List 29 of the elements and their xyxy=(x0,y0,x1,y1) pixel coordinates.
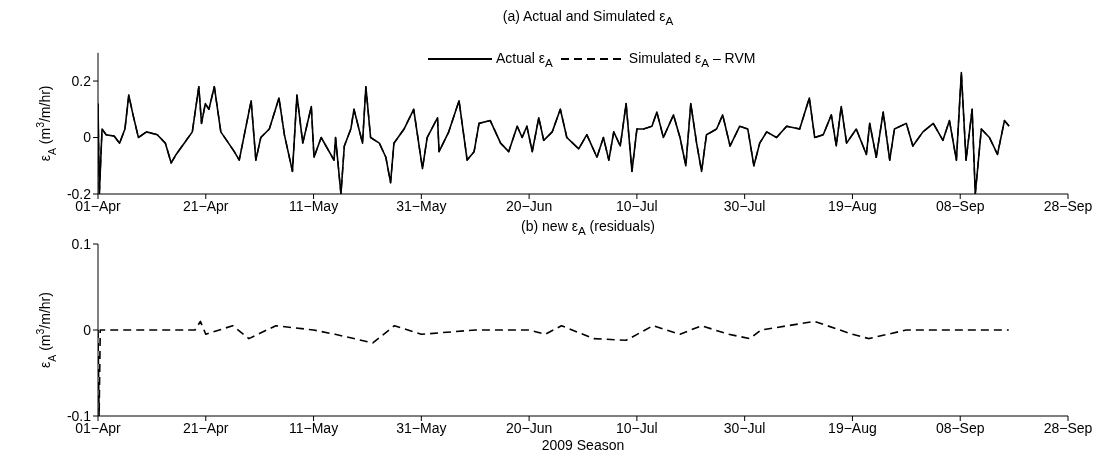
x-axis-title: 2009 Season xyxy=(541,436,625,453)
x-tick-label: 20−Jun xyxy=(505,197,553,214)
y-tick-label: 0 xyxy=(83,321,92,338)
x-tick-label: 19−Aug xyxy=(828,197,877,214)
x-tick-label: 10−Jul xyxy=(616,197,658,214)
chart-title: (b) new ε$_{A}$ (residuals) xyxy=(521,218,655,237)
legend-label: Simulated ε$_{A}$ – RVM xyxy=(628,50,756,69)
legend-label: Actual ε$_{A}$ xyxy=(496,50,553,69)
x-tick-label: 31−May xyxy=(396,419,447,436)
x-tick-label: 30−Jul xyxy=(723,419,766,436)
x-tick-label: 28−Sep xyxy=(1043,197,1093,214)
x-tick-label: 31−May xyxy=(396,197,447,214)
x-tick-label: 08−Sep xyxy=(935,197,985,214)
x-tick-label: 10−Jul xyxy=(616,419,658,436)
y-tick-label: 0.2 xyxy=(71,73,92,90)
x-tick-label: 11−May xyxy=(288,419,339,436)
x-tick-label: 19−Aug xyxy=(828,419,877,436)
y-tick-label: 0.1 xyxy=(71,235,92,252)
x-tick-label: 21−Apr xyxy=(183,419,229,436)
y-tick-label: -0.1 xyxy=(66,407,92,424)
x-tick-label: 20−Jun xyxy=(505,419,553,436)
x-tick-label: 11−May xyxy=(288,197,339,214)
x-tick-label: 21−Apr xyxy=(183,197,229,214)
chart-title: (a) Actual and Simulated ε$_{A}$ xyxy=(501,8,675,28)
x-tick-label: 30−Jul xyxy=(723,197,766,214)
y-tick-label: 0 xyxy=(83,129,92,146)
x-tick-label: 28−Sep xyxy=(1043,419,1093,436)
x-tick-label: 08−Sep xyxy=(935,419,985,436)
y-tick-label: -0.2 xyxy=(66,185,92,202)
